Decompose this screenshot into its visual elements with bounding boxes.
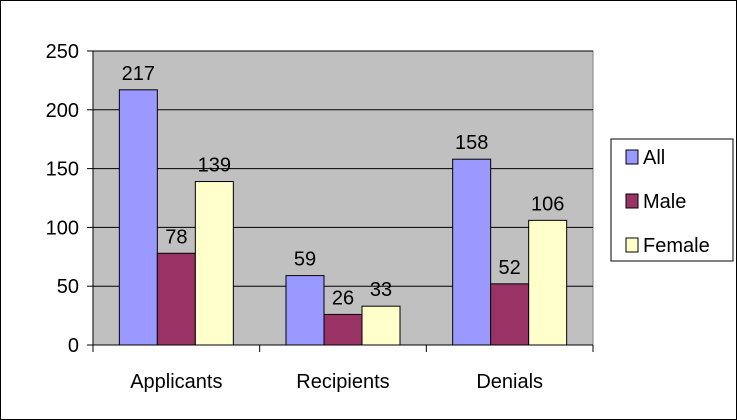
- data-label-applicants-female: 139: [198, 155, 231, 177]
- bars: [118, 89, 568, 346]
- y-tick-label-0: 0: [68, 335, 79, 357]
- bar-recipients-male: [323, 313, 363, 346]
- legend-label-male: Male: [643, 191, 686, 213]
- x-tick-label-denials: Denials: [476, 371, 543, 393]
- y-tick-label-100: 100: [46, 217, 79, 239]
- y-tick-label-250: 250: [46, 41, 79, 63]
- y-tick-label-200: 200: [46, 100, 79, 122]
- bar-applicants-all: [118, 89, 158, 346]
- bar-recipients-female: [361, 305, 401, 346]
- data-label-recipients-female: 33: [370, 279, 392, 301]
- data-label-applicants-male: 78: [165, 226, 187, 248]
- bar-denials-all: [452, 158, 492, 346]
- x-tick-label-recipients: Recipients: [296, 371, 389, 393]
- y-tick-label-150: 150: [46, 159, 79, 181]
- data-label-denials-all: 158: [455, 132, 488, 154]
- data-label-recipients-male: 26: [332, 287, 354, 309]
- data-label-recipients-all: 59: [294, 249, 316, 271]
- data-label-denials-female: 106: [531, 193, 564, 215]
- data-label-applicants-all: 217: [122, 63, 155, 85]
- x-tick-label-applicants: Applicants: [130, 371, 222, 393]
- legend-swatch-male: [625, 193, 639, 209]
- bar-recipients-all: [285, 275, 325, 346]
- legend-swatch-all: [625, 149, 639, 165]
- bar-denials-female: [528, 219, 568, 346]
- legend: All Male Female: [610, 138, 734, 262]
- bar-applicants-male: [156, 252, 196, 346]
- axes: [87, 50, 594, 352]
- bar-applicants-female: [194, 181, 234, 346]
- data-label-denials-male: 52: [499, 257, 521, 279]
- y-tick-label-50: 50: [57, 276, 79, 298]
- legend-swatch-female: [625, 237, 639, 253]
- bar-denials-male: [490, 283, 530, 346]
- legend-label-all: All: [643, 147, 665, 169]
- labels: 217 78 139 Applicants 59 26 33 Recipients 158 52 1…: [46, 41, 565, 393]
- legend-label-female: Female: [643, 235, 710, 257]
